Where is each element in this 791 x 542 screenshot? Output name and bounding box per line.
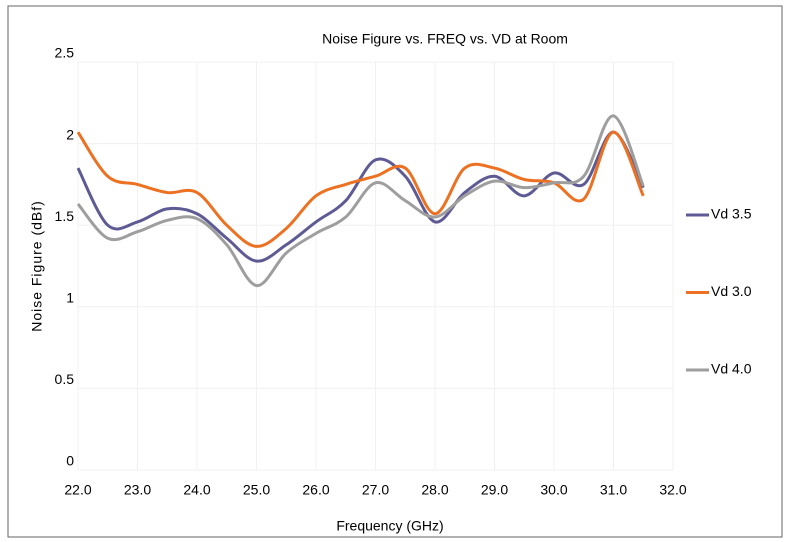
chart-frame <box>7 5 783 538</box>
x-tick-label: 28.0 <box>421 482 448 498</box>
x-tick-label: 31.0 <box>600 482 627 498</box>
legend-label: Vd 3.5 <box>711 206 752 222</box>
series-line <box>76 130 645 263</box>
x-tick-label: 30.0 <box>540 482 567 498</box>
y-tick-label: 0 <box>66 453 74 469</box>
chart-title: Noise Figure vs. FREQ vs. VD at Room <box>322 31 568 47</box>
series-line <box>76 114 645 288</box>
x-tick-label: 29.0 <box>481 482 508 498</box>
legend-label: Vd 3.0 <box>711 283 752 299</box>
y-tick-label: 2 <box>66 126 74 142</box>
x-tick-label: 22.0 <box>64 482 91 498</box>
y-tick-label: 0.5 <box>55 371 75 387</box>
y-tick-label: 2.5 <box>55 45 75 61</box>
x-tick-label: 26.0 <box>302 482 329 498</box>
x-axis-label: Frequency (GHz) <box>336 518 443 534</box>
x-tick-label: 27.0 <box>362 482 389 498</box>
x-tick-label: 25.0 <box>243 482 270 498</box>
series-line <box>76 130 645 248</box>
x-tick-label: 23.0 <box>124 482 151 498</box>
y-tick-label: 1 <box>66 290 74 306</box>
x-tick-label: 32.0 <box>659 482 686 498</box>
y-axis-label: Noise Figure (dBf) <box>29 200 45 332</box>
legend-label: Vd 4.0 <box>711 361 752 377</box>
y-tick-label: 1.5 <box>55 208 75 224</box>
x-tick-label: 24.0 <box>183 482 210 498</box>
